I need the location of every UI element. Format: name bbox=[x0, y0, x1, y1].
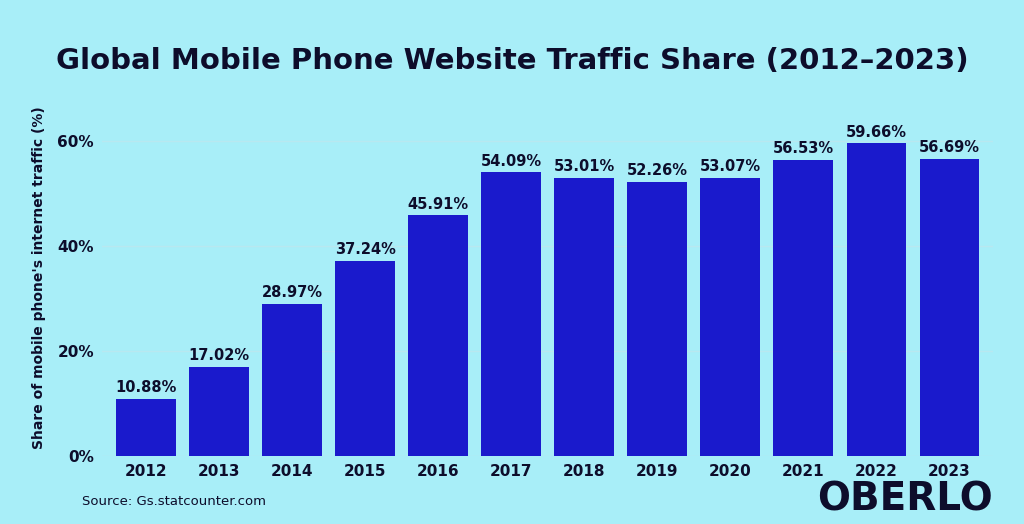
Y-axis label: Share of mobile phone's internet traffic (%): Share of mobile phone's internet traffic… bbox=[33, 106, 46, 449]
Bar bbox=[189, 367, 249, 456]
Text: 56.69%: 56.69% bbox=[919, 140, 980, 155]
Bar bbox=[773, 160, 834, 456]
Text: Global Mobile Phone Website Traffic Share (2012–2023): Global Mobile Phone Website Traffic Shar… bbox=[55, 47, 969, 75]
Bar bbox=[554, 178, 614, 456]
Text: 59.66%: 59.66% bbox=[846, 125, 907, 139]
Bar bbox=[262, 304, 323, 456]
Text: 37.24%: 37.24% bbox=[335, 242, 395, 257]
Text: 17.02%: 17.02% bbox=[188, 348, 250, 363]
Bar bbox=[847, 143, 906, 456]
Text: 28.97%: 28.97% bbox=[262, 286, 323, 300]
Text: 56.53%: 56.53% bbox=[773, 141, 834, 156]
Bar bbox=[117, 399, 176, 456]
Text: Source: Gs.statcounter.com: Source: Gs.statcounter.com bbox=[82, 495, 266, 508]
Text: 45.91%: 45.91% bbox=[408, 196, 469, 212]
Bar bbox=[700, 178, 761, 456]
Bar bbox=[409, 215, 468, 456]
Text: 10.88%: 10.88% bbox=[116, 380, 177, 395]
Text: OBERLO: OBERLO bbox=[817, 481, 993, 519]
Text: 53.01%: 53.01% bbox=[554, 159, 615, 174]
Text: 53.07%: 53.07% bbox=[699, 159, 761, 174]
Bar bbox=[920, 159, 979, 456]
Bar bbox=[335, 261, 395, 456]
Text: 54.09%: 54.09% bbox=[480, 154, 542, 169]
Bar bbox=[628, 182, 687, 456]
Text: 52.26%: 52.26% bbox=[627, 163, 688, 178]
Bar bbox=[481, 172, 542, 456]
